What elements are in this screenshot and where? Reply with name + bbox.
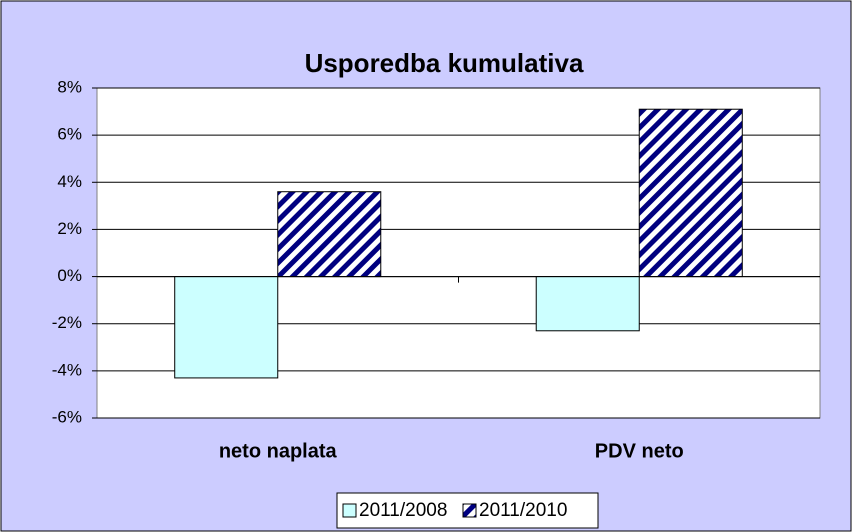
bar <box>174 276 279 379</box>
x-tick-label: PDV neto <box>595 440 684 462</box>
legend-marker <box>342 503 357 518</box>
bar <box>277 191 382 278</box>
chart-title: Usporedba kumulativa <box>305 48 584 78</box>
y-tick-label: 2% <box>57 219 82 238</box>
legend-marker <box>462 503 477 518</box>
y-tick-label: -2% <box>52 313 82 332</box>
legend-label: 2011/2010 <box>479 500 567 521</box>
y-tick-label: 0% <box>57 266 82 285</box>
x-tick-label: neto naplata <box>219 440 338 462</box>
bar <box>638 108 743 278</box>
y-tick-label: 6% <box>57 125 82 144</box>
y-tick-label: 8% <box>57 77 82 96</box>
legend-label: 2011/2008 <box>359 500 447 521</box>
y-tick-label: -6% <box>52 407 82 426</box>
y-tick-label: -4% <box>52 360 82 379</box>
bar <box>535 276 640 332</box>
y-tick-label: 4% <box>57 172 82 191</box>
